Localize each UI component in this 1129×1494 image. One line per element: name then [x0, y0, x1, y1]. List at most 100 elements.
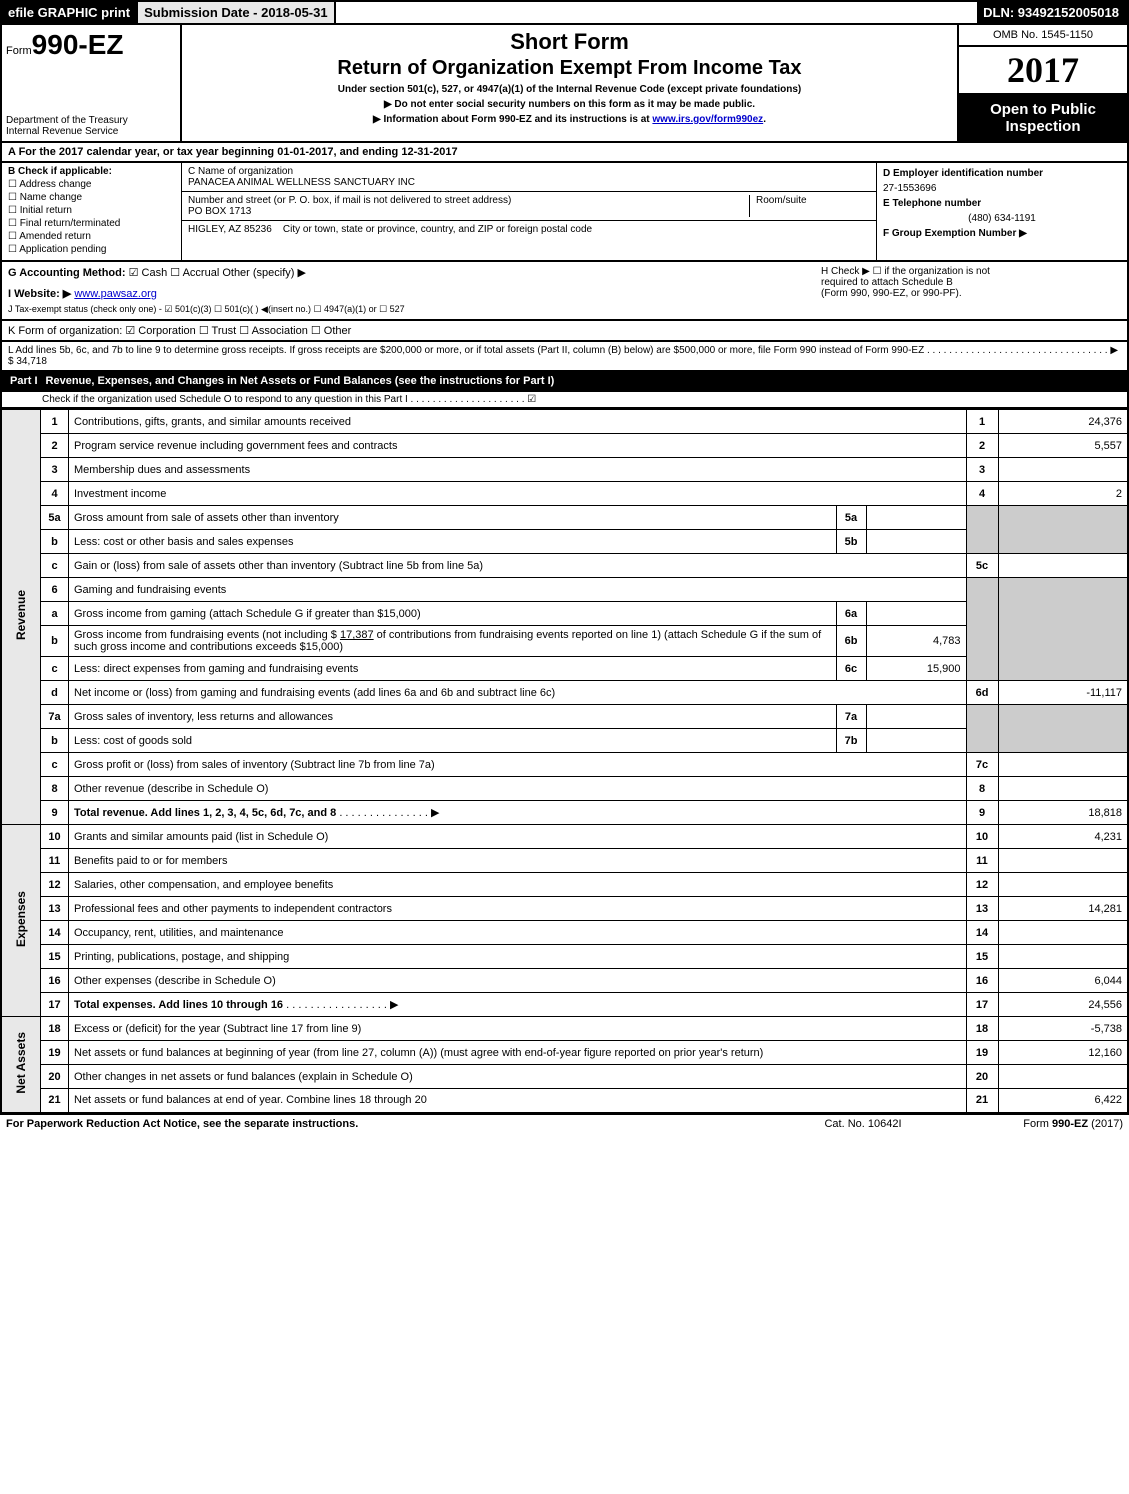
header-right: OMB No. 1545-1150 2017 Open to Public In…	[957, 25, 1127, 141]
lines-table: Revenue 1Contributions, gifts, grants, a…	[0, 409, 1129, 1114]
g-cash[interactable]: ☑ Cash	[129, 267, 168, 279]
lbl-2: Program service revenue including govern…	[69, 434, 967, 458]
section-def: D Employer identification number 27-1553…	[877, 163, 1127, 260]
lbl-3: Membership dues and assessments	[69, 458, 967, 482]
val-10: 4,231	[998, 825, 1128, 849]
tel-value: (480) 634-1191	[883, 213, 1121, 224]
chk-final-return[interactable]: ☐ Final return/terminated	[8, 218, 175, 229]
footer-left: For Paperwork Reduction Act Notice, see …	[6, 1118, 763, 1130]
part-1-sub: Check if the organization used Schedule …	[0, 392, 1129, 409]
val-6b: 4,783	[866, 626, 966, 657]
val-13: 14,281	[998, 897, 1128, 921]
side-revenue: Revenue	[1, 410, 41, 825]
website-link[interactable]: www.pawsaz.org	[74, 288, 157, 300]
val-16: 6,044	[998, 969, 1128, 993]
val-6c: 15,900	[866, 657, 966, 681]
address-row: Number and street (or P. O. box, if mail…	[182, 192, 876, 221]
lbl-5b: Less: cost or other basis and sales expe…	[69, 530, 837, 554]
city-row: HIGLEY, AZ 85236 City or town, state or …	[182, 221, 876, 238]
g-other[interactable]: Other (specify) ▶	[222, 267, 306, 279]
open-to-public: Open to Public Inspection	[959, 95, 1127, 141]
val-11	[998, 849, 1128, 873]
val-6d: -11,117	[998, 681, 1128, 705]
dln: DLN: 93492152005018	[977, 2, 1127, 23]
lbl-20: Other changes in net assets or fund bala…	[69, 1065, 967, 1089]
sub3-post: .	[763, 114, 766, 125]
org-name-row: C Name of organization PANACEA ANIMAL WE…	[182, 163, 876, 192]
form-prefix: Form	[6, 45, 32, 57]
room-label: Room/suite	[756, 195, 870, 206]
form-number: Form990-EZ	[6, 29, 176, 61]
org-name: PANACEA ANIMAL WELLNESS SANCTUARY INC	[188, 177, 870, 188]
lbl-6b: Gross income from fundraising events (no…	[69, 626, 837, 657]
lbl-9: Total revenue. Add lines 1, 2, 3, 4, 5c,…	[69, 801, 967, 825]
top-bar: efile GRAPHIC print Submission Date - 20…	[0, 0, 1129, 25]
val-2: 5,557	[998, 434, 1128, 458]
val-14	[998, 921, 1128, 945]
lbl-11: Benefits paid to or for members	[69, 849, 967, 873]
footer: For Paperwork Reduction Act Notice, see …	[0, 1114, 1129, 1133]
val-18: -5,738	[998, 1017, 1128, 1041]
val-4: 2	[998, 482, 1128, 506]
val-17: 24,556	[998, 993, 1128, 1017]
c-name-label: C Name of organization	[188, 166, 870, 177]
dept-1: Department of the Treasury	[6, 115, 176, 126]
ein-value: 27-1553696	[883, 183, 1121, 194]
open-1: Open to Public	[961, 101, 1125, 118]
sub3-pre: ▶ Information about Form 990-EZ and its …	[373, 114, 652, 125]
open-2: Inspection	[961, 118, 1125, 135]
val-21: 6,422	[998, 1089, 1128, 1113]
side-expenses: Expenses	[1, 825, 41, 1017]
chk-application-pending[interactable]: ☐ Application pending	[8, 244, 175, 255]
val-20	[998, 1065, 1128, 1089]
lbl-18: Excess or (deficit) for the year (Subtra…	[69, 1017, 967, 1041]
lbl-19: Net assets or fund balances at beginning…	[69, 1041, 967, 1065]
dept-2: Internal Revenue Service	[6, 126, 176, 137]
lbl-17: Total expenses. Add lines 10 through 16 …	[69, 993, 967, 1017]
lbl-16: Other expenses (describe in Schedule O)	[69, 969, 967, 993]
d-ein-label: D Employer identification number	[883, 168, 1121, 179]
header-mid: Short Form Return of Organization Exempt…	[182, 25, 957, 141]
lbl-21: Net assets or fund balances at end of ye…	[69, 1089, 967, 1113]
val-1: 24,376	[998, 410, 1128, 434]
street-col: Number and street (or P. O. box, if mail…	[188, 195, 750, 217]
chk-name-change[interactable]: ☐ Name change	[8, 192, 175, 203]
ln-1: 1	[41, 410, 69, 434]
lbl-7a: Gross sales of inventory, less returns a…	[69, 705, 837, 729]
lbl-1: Contributions, gifts, grants, and simila…	[69, 410, 967, 434]
lbl-7b: Less: cost of goods sold	[69, 729, 837, 753]
submission-date: Submission Date - 2018-05-31	[138, 2, 336, 23]
lbl-4: Investment income	[69, 482, 967, 506]
addr-value: PO BOX 1713	[188, 206, 743, 217]
lbl-6c: Less: direct expenses from gaming and fu…	[69, 657, 837, 681]
spacer	[336, 2, 978, 23]
val-8	[998, 777, 1128, 801]
e-tel-label: E Telephone number	[883, 198, 1121, 209]
part-1-header: Part I Revenue, Expenses, and Changes in…	[0, 372, 1129, 392]
val-12	[998, 873, 1128, 897]
h-3: (Form 990, 990-EZ, or 990-PF).	[821, 288, 1121, 299]
h-1: H Check ▶ ☐ if the organization is not	[821, 266, 1121, 277]
val-7c	[998, 753, 1128, 777]
department: Department of the Treasury Internal Reve…	[6, 115, 176, 137]
tax-year: 2017	[959, 47, 1127, 95]
chk-amended-return[interactable]: ☐ Amended return	[8, 231, 175, 242]
form-num-big: 990-EZ	[32, 29, 124, 60]
a-end: 12-31-2017	[401, 146, 457, 158]
instructions-link[interactable]: www.irs.gov/form990ez	[652, 114, 763, 125]
val-9: 18,818	[998, 801, 1128, 825]
title-1: Short Form	[188, 29, 951, 55]
g-accrual[interactable]: ☐ Accrual	[170, 267, 219, 279]
section-c: C Name of organization PANACEA ANIMAL WE…	[182, 163, 877, 260]
chk-address-change[interactable]: ☐ Address change	[8, 179, 175, 190]
chk-initial-return[interactable]: ☐ Initial return	[8, 205, 175, 216]
val-15	[998, 945, 1128, 969]
city-value: HIGLEY, AZ 85236	[188, 224, 272, 235]
part-1-label: Part I	[10, 375, 46, 387]
h-check: H Check ▶ ☐ if the organization is not r…	[821, 266, 1121, 315]
a-begin: 01-01-2017	[277, 146, 333, 158]
footer-right: Form 990-EZ (2017)	[963, 1118, 1123, 1130]
i-label: I Website: ▶	[8, 288, 71, 300]
row-k: K Form of organization: ☑ Corporation ☐ …	[0, 321, 1129, 342]
row-a-tax-year: A For the 2017 calendar year, or tax yea…	[0, 143, 1129, 163]
